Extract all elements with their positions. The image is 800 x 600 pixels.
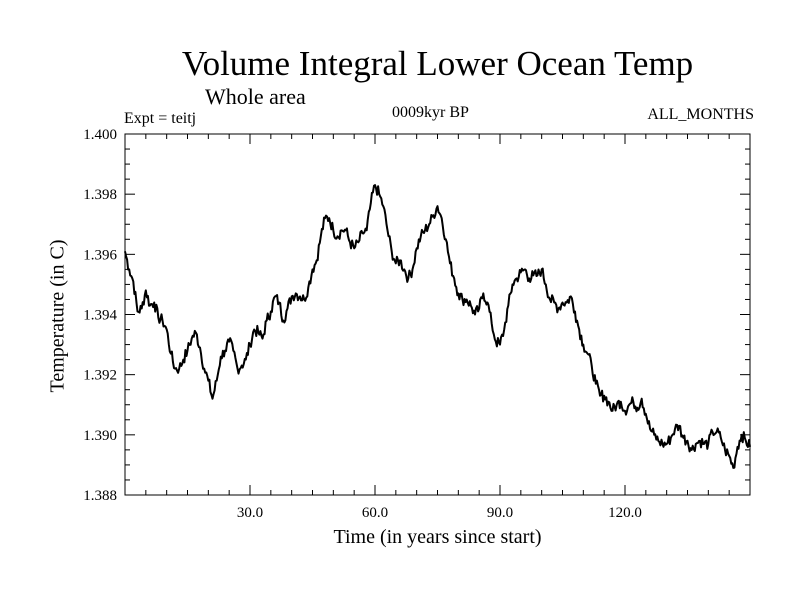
- y-tick-label: 1.396: [83, 247, 117, 263]
- x-tick-label: 90.0: [487, 505, 513, 521]
- y-tick-label: 1.390: [83, 428, 117, 444]
- plot-frame: [124, 133, 751, 496]
- axis-tick-labels: 30.0 60.0 90.0 120.0 1.388 1.390 1.392 1.394 1.3…: [83, 127, 642, 521]
- experiment-label: Expt = teitj: [124, 110, 197, 127]
- x-axis-label: Time (in years since start): [333, 526, 542, 548]
- axis-ticks: [124, 133, 751, 496]
- y-tick-label: 1.394: [83, 308, 117, 324]
- y-axis-label: Temperature (in C): [46, 239, 69, 393]
- chart-subtitle: Whole area: [205, 84, 306, 109]
- y-tick-label: 1.400: [83, 127, 117, 143]
- period-label: 0009kyr BP: [392, 104, 469, 121]
- temperature-series-line: [124, 184, 751, 469]
- x-tick-label: 120.0: [608, 505, 642, 521]
- x-tick-label: 30.0: [237, 505, 263, 521]
- chart-title: Volume Integral Lower Ocean Temp: [181, 44, 694, 83]
- y-tick-label: 1.392: [83, 368, 117, 384]
- y-tick-label: 1.388: [83, 488, 117, 504]
- months-label: ALL_MONTHS: [647, 106, 754, 123]
- x-tick-label: 60.0: [362, 505, 388, 521]
- y-tick-label: 1.398: [83, 187, 117, 203]
